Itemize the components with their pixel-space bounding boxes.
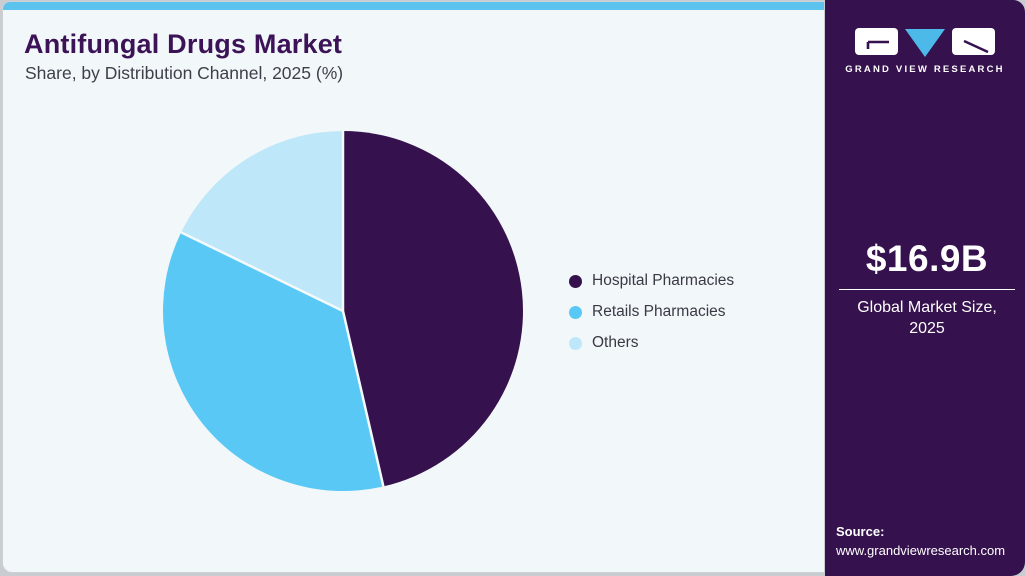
market-size-label: Global Market Size, 2025 [837,298,1017,340]
source-label: Source: [836,524,885,540]
source-block: Source: www.grandviewresearch.com [836,523,1005,561]
gvr-logo: GRAND VIEW RESEARCH [825,28,1025,75]
pie-chart [158,126,528,496]
legend-item: Retails Pharmacies [569,301,734,323]
slice-separator [180,231,344,313]
market-size-label-line2: 2025 [909,319,945,337]
legend-label: Hospital Pharmacies [592,272,735,289]
source-url-link[interactable]: www.grandviewresearch.com [836,543,1006,559]
logo-v-triangle-icon [905,29,945,57]
legend-label: Retails Pharmacies [592,303,726,320]
legend-label: Others [592,334,639,351]
legend-swatch-icon [569,305,582,319]
pie-chart-svg [163,131,523,491]
chart-card: Antifungal Drugs Market Share, by Distri… [2,1,824,573]
market-size-value: $16.9B [865,238,989,279]
pie-slice [343,131,523,487]
pie-slice [181,131,343,311]
stat-divider [839,289,1015,290]
page-title: Antifungal Drugs Market [24,29,343,59]
chart-legend: Hospital Pharmacies Retails Pharmacies O… [569,270,734,354]
market-size-stat: $16.9B Global Market Size, 2025 [837,238,1017,340]
legend-item: Others [569,332,734,354]
brand-name: GRAND VIEW RESEARCH [845,64,1005,75]
market-size-label-line1: Global Market Size, [857,299,997,316]
pie-slice [163,232,384,491]
legend-swatch-icon [569,336,582,350]
logo-r-icon [952,28,995,55]
slice-separator [341,310,385,487]
legend-item: Hospital Pharmacies [569,270,734,292]
legend-swatch-icon [569,274,582,288]
page-subtitle: Share, by Distribution Channel, 2025 (%) [25,63,344,83]
logo-g-icon [855,28,898,55]
gvr-logo-marks [855,28,995,58]
accent-top-bar [3,2,824,10]
brand-sidebar: GRAND VIEW RESEARCH $16.9B Global Market… [825,0,1025,576]
